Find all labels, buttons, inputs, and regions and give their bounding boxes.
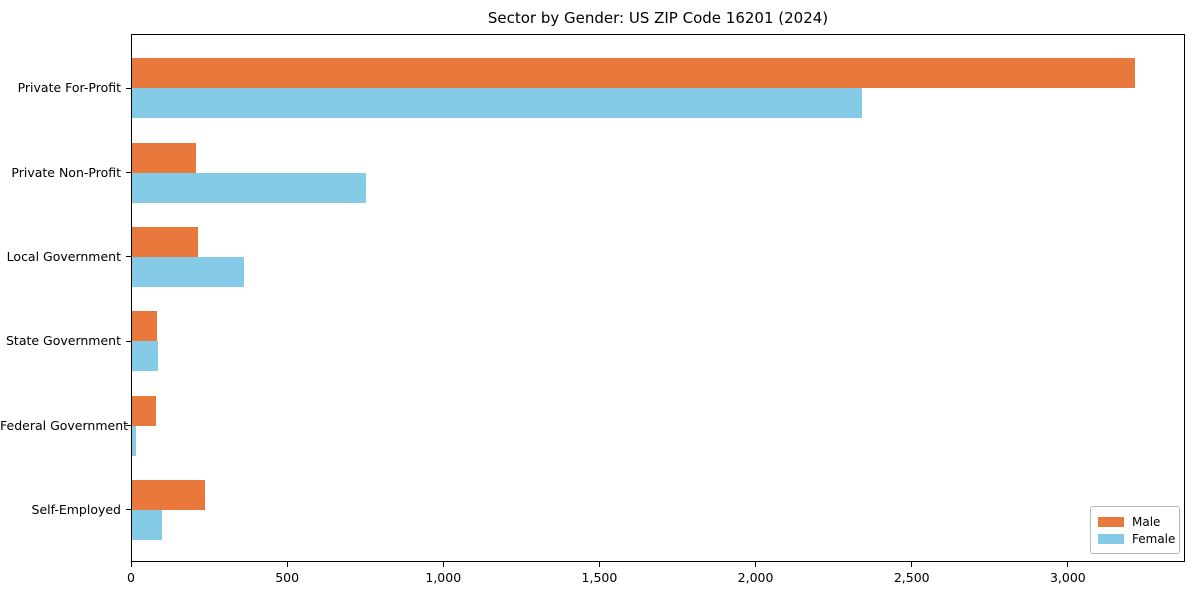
x-tick-1-000 xyxy=(442,562,444,567)
legend-label-female: Female xyxy=(1132,531,1176,546)
x-tick-label-0: 0 xyxy=(127,570,135,585)
bar-male-state-government xyxy=(132,311,157,342)
y-tick-federal-government xyxy=(126,425,131,426)
bar-male-federal-government xyxy=(132,395,157,426)
y-axis-label-private-for-profit: Private For-Profit xyxy=(17,80,121,96)
y-tick-state-government xyxy=(126,340,131,342)
x-tick-label-1-000: 1,000 xyxy=(425,570,462,585)
bar-female-local-government xyxy=(132,256,245,287)
y-axis-label-state-government: State Government xyxy=(5,333,121,349)
male-swatch-icon xyxy=(1098,516,1124,527)
x-tick-1-500 xyxy=(598,562,600,567)
y-tick-private-non-profit xyxy=(126,172,131,174)
x-tick-0 xyxy=(130,562,132,567)
y-tick-self-employed xyxy=(126,509,131,511)
y-axis-label-self-employed: Self-Employed xyxy=(31,501,121,517)
bar-female-state-government xyxy=(132,341,158,372)
legend-item-male: Male xyxy=(1098,513,1171,530)
x-tick-3-000 xyxy=(1067,562,1069,567)
y-tick-local-government xyxy=(126,256,131,258)
bar-male-private-non-profit xyxy=(132,142,197,173)
bar-female-private-non-profit xyxy=(132,172,367,203)
y-tick-private-for-profit xyxy=(126,87,131,89)
x-tick-500 xyxy=(286,562,288,567)
x-tick-label-2-000: 2,000 xyxy=(737,570,774,585)
bar-female-private-for-profit xyxy=(132,88,863,119)
bar-male-private-for-profit xyxy=(132,58,1135,89)
y-axis-label-private-non-profit: Private Non-Profit xyxy=(11,164,121,180)
chart-title: Sector by Gender: US ZIP Code 16201 (202… xyxy=(487,9,829,27)
y-axis-label-federal-government: Federal Government xyxy=(0,417,129,433)
bar-female-self-employed xyxy=(132,509,162,540)
x-tick-label-2-500: 2,500 xyxy=(893,570,930,585)
legend: Male Female xyxy=(1090,506,1180,554)
x-tick-label-500: 500 xyxy=(275,570,300,585)
x-tick-2-000 xyxy=(755,562,757,567)
female-swatch-icon xyxy=(1098,533,1124,544)
legend-label-male: Male xyxy=(1132,514,1161,529)
x-tick-label-1-500: 1,500 xyxy=(581,570,618,585)
y-axis-label-local-government: Local Government xyxy=(6,248,121,264)
legend-item-female: Female xyxy=(1098,530,1175,547)
plot-area xyxy=(131,34,1185,562)
x-tick-2-500 xyxy=(911,562,913,567)
bar-female-federal-government xyxy=(132,425,137,456)
bar-male-local-government xyxy=(132,226,199,257)
x-tick-label-3-000: 3,000 xyxy=(1049,570,1086,585)
bar-male-self-employed xyxy=(132,479,206,510)
